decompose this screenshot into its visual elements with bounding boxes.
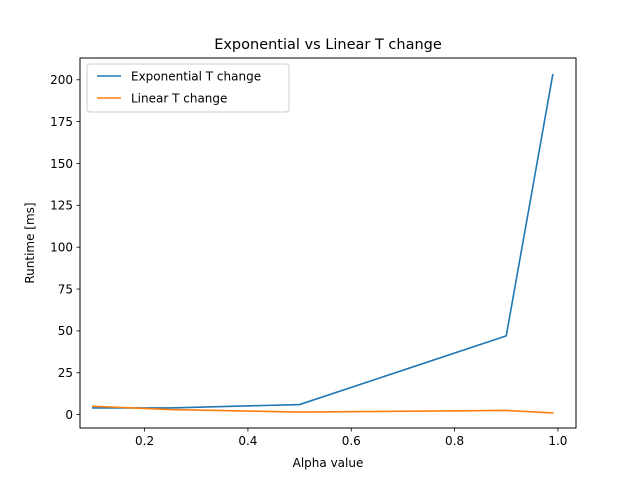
y-tick-label: 75 [58,282,73,296]
y-axis-title: Runtime [ms] [23,202,37,283]
y-tick-label: 200 [50,73,73,87]
x-tick-label: 0.2 [135,434,154,448]
x-tick-label: 0.6 [342,434,361,448]
series-line-1 [92,405,554,414]
plot-area [80,58,576,428]
y-tick-label: 175 [50,115,73,129]
legend-label-0: Exponential T change [131,69,261,83]
y-tick-label: 150 [50,157,73,171]
x-tick-label: 0.4 [238,434,257,448]
legend: Exponential T change Linear T change [86,63,290,113]
x-tick-label: 1.0 [548,434,567,448]
y-tick-label: 100 [50,240,73,254]
x-tick-label: 0.8 [445,434,464,448]
plot-frame [79,57,577,429]
chart-title: Exponential vs Linear T change [214,37,442,53]
x-axis-title: Alpha value [293,456,364,470]
y-tick-label: 50 [58,324,73,338]
y-tick-label: 0 [65,408,73,422]
ticks-layer: 0.2 0.4 0.6 0.8 1.0 0 25 50 75 100 125 150 175 200 [50,73,567,448]
legend-box [86,63,290,113]
data-layer [92,73,554,414]
legend-label-1: Linear T change [131,91,227,105]
y-tick-label: 125 [50,199,73,213]
y-tick-label: 25 [58,366,73,380]
